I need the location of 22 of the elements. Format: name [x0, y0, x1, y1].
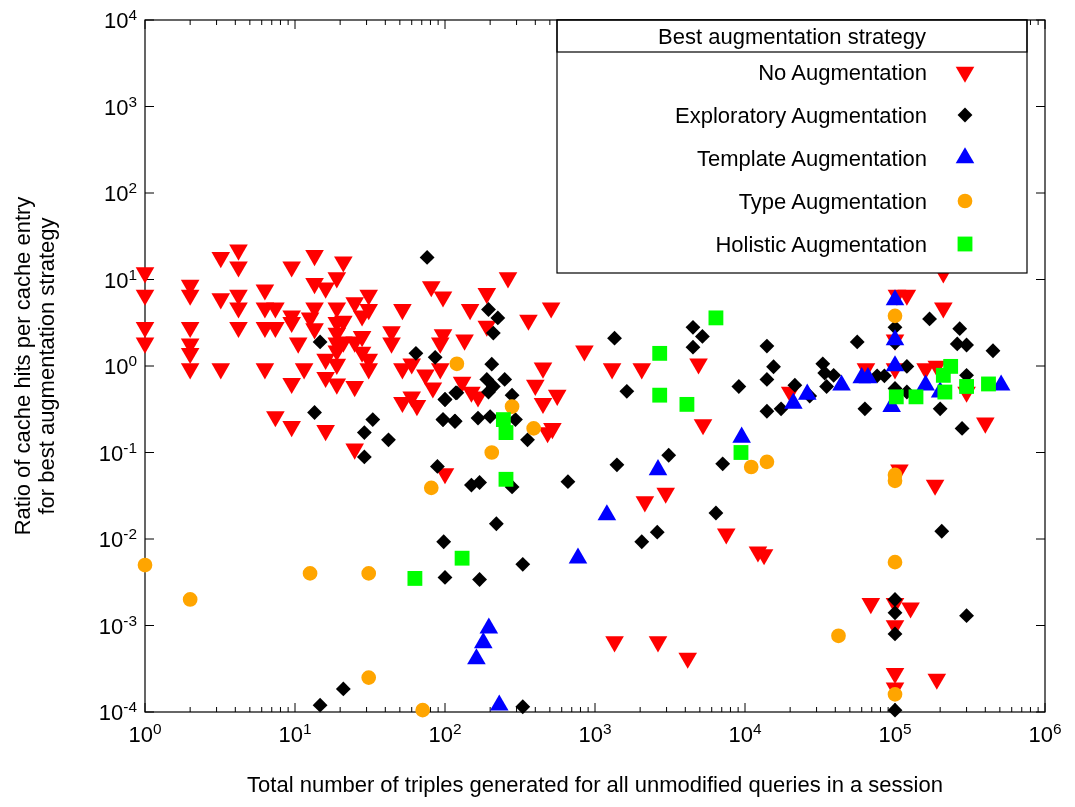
legend-label: Exploratory Augmentation: [675, 103, 927, 128]
y-axis-title: Ratio of cache hits per cache entry for best augmentation strategy: [10, 196, 59, 536]
legend-label: Template Augmentation: [697, 146, 927, 171]
x-tick-label: 10$^{1}$: [278, 719, 312, 747]
legend-title: Best augmentation strategy: [658, 24, 926, 49]
legend-label: Holistic Augmentation: [715, 232, 927, 257]
y-tick-label: 10$^{4}$: [103, 5, 138, 33]
y-tick-label: 10$^{-2}$: [98, 524, 137, 552]
legend-label: Type Augmentation: [738, 189, 927, 214]
y-tick-label: 10$^{0}$: [103, 351, 137, 379]
x-tick-label: 10$^{2}$: [428, 719, 462, 747]
x-tick-label: 10$^{3}$: [578, 719, 612, 747]
y-tick-label: 10$^{3}$: [103, 92, 137, 120]
x-tick-label: 10$^{4}$: [728, 719, 762, 747]
x-tick-label: 10$^{6}$: [1028, 719, 1062, 747]
y-tick-label: 10$^{2}$: [103, 178, 137, 206]
y-tick-label: 10$^{1}$: [103, 265, 137, 293]
legend-label: No Augmentation: [758, 60, 927, 85]
x-axis-title: Total number of triples generated for all unmodified queries in a session: [247, 772, 943, 797]
y-tick-label: 10$^{-3}$: [98, 611, 137, 639]
y-tick-label: 10$^{-1}$: [98, 438, 137, 466]
x-tick-label: 10$^{5}$: [878, 719, 912, 747]
